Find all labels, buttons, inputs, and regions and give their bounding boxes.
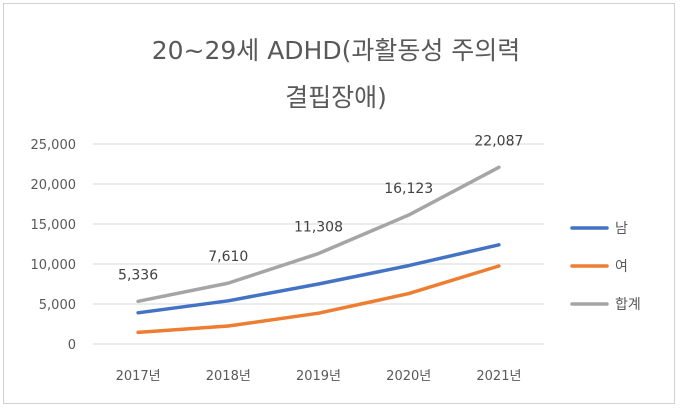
data-label: 5,336 bbox=[118, 267, 158, 283]
series-lines bbox=[136, 165, 501, 335]
data-labels: 5,336 7,610 11,308 16,123 22,087 bbox=[118, 133, 523, 283]
series-line-1 bbox=[136, 264, 501, 335]
y-tick-label: 25,000 bbox=[31, 138, 77, 153]
x-tick-label: 2020년 bbox=[386, 369, 431, 384]
legend-label-2: 합계 bbox=[615, 297, 641, 313]
y-tick-label: 0 bbox=[68, 338, 76, 353]
chart-frame: 20~29세 ADHD(과활동성 주의력 결핍장애) 0 5,000 10,000 1… bbox=[3, 3, 675, 404]
x-tick-label: 2018년 bbox=[206, 369, 251, 384]
line-chart: 20~29세 ADHD(과활동성 주의력 결핍장애) 0 5,000 10,000 1… bbox=[31, 36, 641, 384]
y-tick-label: 15,000 bbox=[31, 218, 77, 233]
x-axis: 2017년 2018년 2019년 2020년 2021년 bbox=[116, 369, 522, 384]
legend-label-0: 남 bbox=[615, 221, 628, 237]
y-tick-label: 5,000 bbox=[39, 298, 76, 313]
series-line-2 bbox=[136, 165, 501, 304]
y-tick-label: 10,000 bbox=[31, 258, 77, 273]
x-tick-label: 2017년 bbox=[116, 369, 161, 384]
data-label: 22,087 bbox=[474, 133, 523, 149]
y-axis: 0 5,000 10,000 15,000 20,000 25,000 bbox=[31, 138, 77, 353]
data-label: 11,308 bbox=[294, 220, 343, 236]
data-label: 7,610 bbox=[208, 249, 248, 265]
x-tick-label: 2021년 bbox=[476, 369, 521, 384]
x-tick-label: 2019년 bbox=[296, 369, 341, 384]
chart-title: 20~29세 ADHD(과활동성 주의력 결핍장애) bbox=[152, 36, 521, 112]
legend-label-1: 여 bbox=[615, 259, 628, 275]
chart-title-line-2: 결핍장애) bbox=[285, 83, 387, 112]
gridlines bbox=[93, 143, 544, 345]
data-label: 16,123 bbox=[384, 181, 433, 197]
chart-title-line-1: 20~29세 ADHD(과활동성 주의력 bbox=[152, 36, 521, 65]
y-tick-label: 20,000 bbox=[31, 178, 77, 193]
series-line-0 bbox=[136, 243, 501, 315]
